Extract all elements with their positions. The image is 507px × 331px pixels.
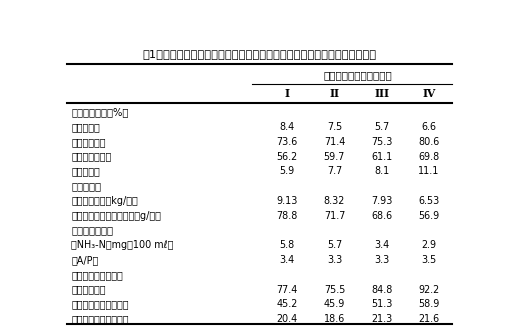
Text: 73.6: 73.6 [277, 137, 298, 147]
Text: 7.5: 7.5 [327, 122, 342, 132]
Text: 5.9: 5.9 [280, 166, 295, 176]
Text: 45.2: 45.2 [277, 300, 298, 309]
Text: ルーメン内性状: ルーメン内性状 [71, 225, 113, 236]
Text: 58.9: 58.9 [418, 300, 440, 309]
Text: 成分組成（乾物%）: 成分組成（乾物%） [71, 107, 129, 117]
Text: IV: IV [422, 88, 436, 99]
Text: 92.2: 92.2 [418, 285, 440, 295]
Text: 滞留時間（時間）: 滞留時間（時間） [71, 270, 123, 280]
Text: 3.4: 3.4 [374, 240, 389, 250]
Text: 6.53: 6.53 [418, 196, 440, 206]
Text: 下部消化管滞留時間: 下部消化管滞留時間 [71, 314, 129, 324]
Text: 21.3: 21.3 [371, 314, 392, 324]
Text: 84.8: 84.8 [371, 285, 392, 295]
Text: I: I [285, 88, 290, 99]
Text: 乾物摂取量（kg/日）: 乾物摂取量（kg/日） [71, 196, 138, 206]
Text: 5.8: 5.8 [280, 240, 295, 250]
Text: 3.4: 3.4 [280, 255, 295, 265]
Text: 56.2: 56.2 [277, 152, 298, 162]
Text: 表1　チモシー乾草の成分含量、自由採食量、ルーメン内性状及び滞留時間: 表1 チモシー乾草の成分含量、自由採食量、ルーメン内性状及び滞留時間 [143, 49, 377, 59]
Text: 45.9: 45.9 [324, 300, 345, 309]
Text: 5.7: 5.7 [374, 122, 389, 132]
Text: リグニン: リグニン [71, 166, 100, 176]
Text: 7.93: 7.93 [371, 196, 392, 206]
Text: 75.5: 75.5 [324, 285, 345, 295]
Text: 粗蛋白質: 粗蛋白質 [71, 122, 100, 132]
Text: 3.3: 3.3 [327, 255, 342, 265]
Text: ルーメン内滞留時間: ルーメン内滞留時間 [71, 300, 129, 309]
Text: 18.6: 18.6 [324, 314, 345, 324]
Text: 78.8: 78.8 [277, 211, 298, 221]
Text: 5.7: 5.7 [327, 240, 342, 250]
Text: チ　モ　シ　ー　乾　草: チ モ シ ー 乾 草 [323, 70, 392, 80]
Text: 2.9: 2.9 [421, 240, 437, 250]
Text: 自山採食量: 自山採食量 [71, 181, 101, 191]
Text: 80.6: 80.6 [418, 137, 440, 147]
Text: 細胞壁物質: 細胞壁物質 [71, 137, 106, 147]
Text: 代謝体重当たり摂取量（g/日）: 代謝体重当たり摂取量（g/日） [71, 211, 161, 221]
Text: 6.6: 6.6 [421, 122, 437, 132]
Text: A/P比: A/P比 [71, 255, 98, 265]
Text: 8.1: 8.1 [374, 166, 389, 176]
Text: 68.6: 68.6 [371, 211, 392, 221]
Text: 21.6: 21.6 [418, 314, 440, 324]
Text: 20.4: 20.4 [277, 314, 298, 324]
Text: 3.5: 3.5 [421, 255, 437, 265]
Text: 8.4: 8.4 [280, 122, 295, 132]
Text: 8.32: 8.32 [324, 196, 345, 206]
Text: 11.1: 11.1 [418, 166, 440, 176]
Text: III: III [374, 88, 389, 99]
Text: 71.7: 71.7 [324, 211, 345, 221]
Text: 7.7: 7.7 [327, 166, 342, 176]
Text: 3.3: 3.3 [374, 255, 389, 265]
Text: 71.4: 71.4 [324, 137, 345, 147]
Text: 61.1: 61.1 [371, 152, 392, 162]
Text: 9.13: 9.13 [277, 196, 298, 206]
Text: 56.9: 56.9 [418, 211, 440, 221]
Text: 低消化性繊維: 低消化性繊維 [71, 152, 112, 162]
Text: NH₃-N（mg／100 mℓ）: NH₃-N（mg／100 mℓ） [71, 240, 173, 250]
Text: 59.7: 59.7 [324, 152, 345, 162]
Text: 75.3: 75.3 [371, 137, 392, 147]
Text: 77.4: 77.4 [277, 285, 298, 295]
Text: 69.8: 69.8 [418, 152, 440, 162]
Text: II: II [330, 88, 340, 99]
Text: 51.3: 51.3 [371, 300, 392, 309]
Text: 総滞留時間: 総滞留時間 [71, 285, 106, 295]
